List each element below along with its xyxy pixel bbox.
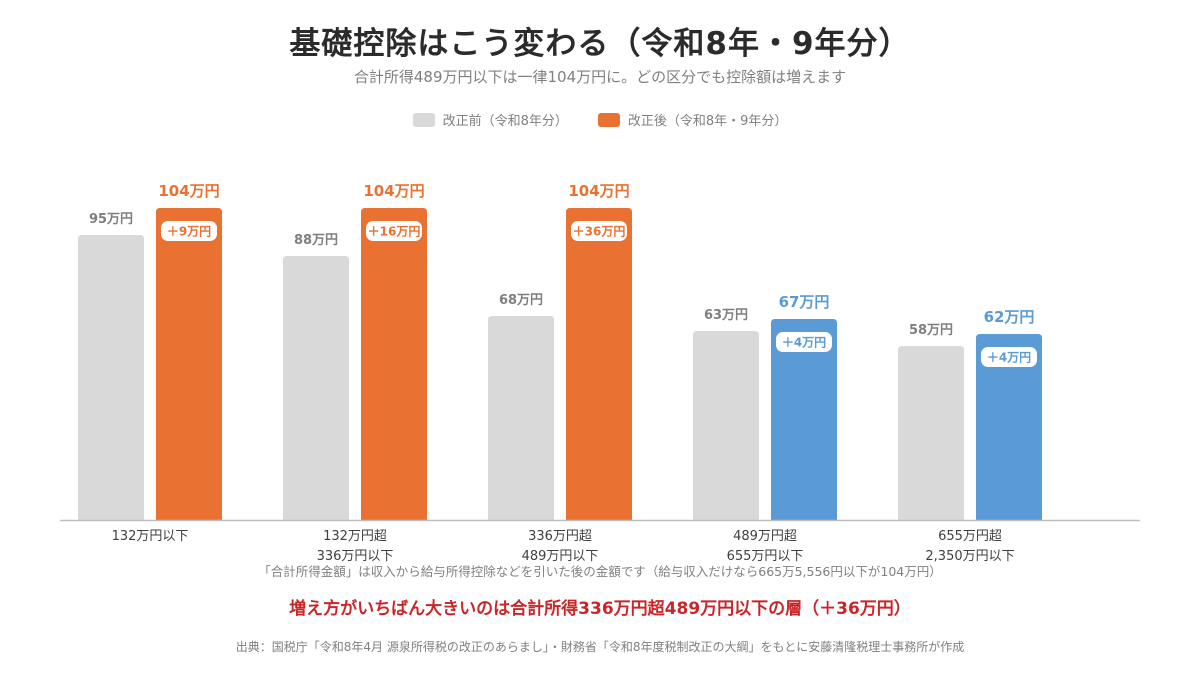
increase-pill bbox=[366, 221, 422, 241]
data-label-before: 58万円 bbox=[909, 323, 953, 338]
x-tick-label: 132万円超 bbox=[323, 529, 387, 544]
x-tick-label: 655万円超 bbox=[938, 529, 1002, 544]
data-label-after: 67万円 bbox=[779, 293, 830, 311]
data-label-after: 104万円 bbox=[568, 182, 629, 200]
x-tick-label: 489万円超 bbox=[733, 529, 797, 544]
page-title: 基礎控除はこう変わる（令和8年・9年分） bbox=[289, 26, 911, 62]
legend-item-before: 改正前（令和8年分） bbox=[412, 110, 568, 129]
bar-after bbox=[361, 208, 427, 520]
data-label-before: 95万円 bbox=[89, 212, 133, 227]
data-label-before: 68万円 bbox=[499, 293, 543, 308]
bar-before bbox=[283, 256, 349, 520]
x-tick-label: 489万円以下 bbox=[522, 549, 599, 564]
page-subtitle: 合計所得489万円以下は一律104万円に。どの区分でも控除額は増えます bbox=[353, 68, 847, 86]
chart-legend: 改正前（令和8年分） 改正後（令和8年・9年分） bbox=[0, 110, 1200, 129]
legend-label-after: 改正後（令和8年・9年分） bbox=[627, 114, 788, 129]
increase-label: ＋4万円 bbox=[782, 336, 826, 350]
data-label-before: 88万円 bbox=[294, 233, 338, 248]
x-tick-label: 336万円超 bbox=[528, 529, 592, 544]
x-tick-label: 2,350万円以下 bbox=[925, 549, 1014, 564]
increase-pill bbox=[571, 221, 627, 241]
increase-label: ＋4万円 bbox=[987, 351, 1031, 365]
source-citation: 出典：国税庁「令和8年4月 源泉所得税の改正のあらまし」・財務省「令和8年度税制… bbox=[235, 640, 965, 654]
bar-before bbox=[898, 346, 964, 520]
bar-after bbox=[771, 319, 837, 520]
footnote: 「合計所得金額」は収入から給与所得控除などを引いた後の金額です（給与収入だけなら… bbox=[258, 564, 942, 579]
legend-label-before: 改正前（令和8年分） bbox=[442, 114, 568, 129]
data-label-after: 104万円 bbox=[363, 182, 424, 200]
increase-label: ＋36万円 bbox=[573, 225, 626, 239]
bar-before bbox=[78, 235, 144, 520]
x-tick-label: 655万円以下 bbox=[727, 549, 804, 564]
bar-after bbox=[156, 208, 222, 520]
legend-swatch-before bbox=[412, 112, 435, 127]
increase-pill bbox=[776, 332, 832, 352]
increase-pill bbox=[161, 221, 217, 241]
bar-before bbox=[693, 331, 759, 520]
x-tick-label: 132万円以下 bbox=[112, 529, 189, 544]
data-label-after: 104万円 bbox=[158, 182, 219, 200]
bar-after bbox=[566, 208, 632, 520]
bar-after bbox=[976, 334, 1042, 520]
legend-item-after: 改正後（令和8年・9年分） bbox=[597, 110, 788, 129]
highlight-message: 増え方がいちばん大きいのは合計所得336万円超489万円以下の層（＋36万円） bbox=[289, 599, 911, 619]
data-label-after: 62万円 bbox=[984, 308, 1035, 326]
x-tick-label: 336万円以下 bbox=[317, 549, 394, 564]
bar-before bbox=[488, 316, 554, 520]
legend-swatch-after bbox=[597, 112, 620, 127]
increase-pill bbox=[981, 347, 1037, 367]
increase-label: ＋9万円 bbox=[167, 225, 211, 239]
data-label-before: 63万円 bbox=[704, 308, 748, 323]
increase-label: ＋16万円 bbox=[368, 225, 421, 239]
